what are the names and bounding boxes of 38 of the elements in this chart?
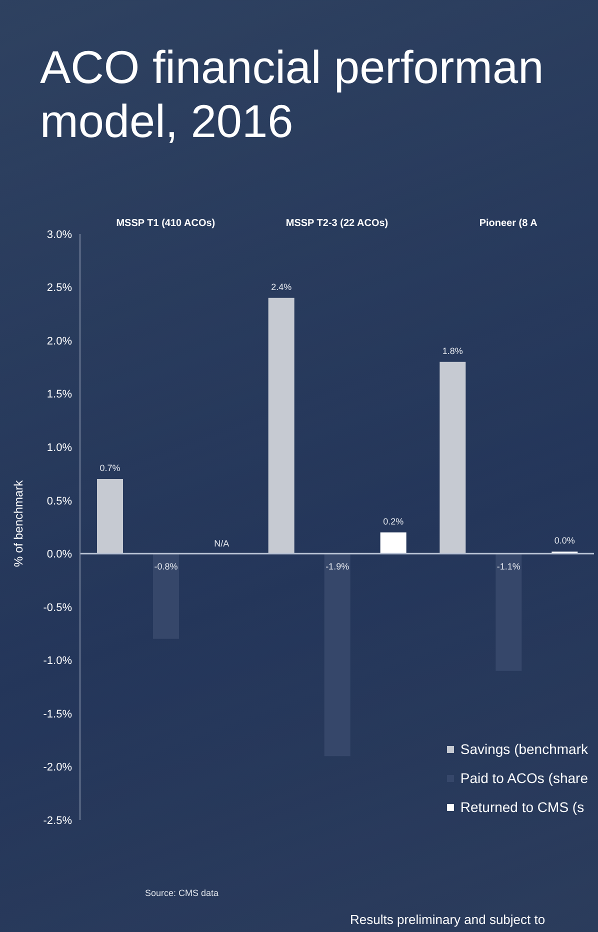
y-tick-label: 2.5% (46, 282, 72, 294)
data-label: 0.0% (554, 536, 575, 546)
x-tick-label: Pioneer (8 A (479, 218, 538, 229)
data-label: 1.8% (442, 346, 463, 356)
y-tick-label: 0.0% (46, 548, 72, 561)
data-label: 2.4% (271, 282, 292, 292)
y-tick-label: -0.5% (43, 602, 72, 614)
y-tick-label: 1.0% (46, 442, 72, 454)
text: N/A (214, 538, 230, 549)
x-tick-label: MSSP T1 (410 ACOs) (116, 218, 216, 229)
bar (268, 298, 294, 554)
bar (324, 554, 350, 756)
bar (153, 554, 179, 639)
legend-label: Returned to CMS (s (460, 798, 584, 817)
legend-label: Savings (benchmark (460, 740, 588, 759)
y-tick-label: -1.5% (43, 708, 72, 720)
data-label: 0.2% (383, 516, 404, 526)
data-label: 0.7% (100, 463, 120, 474)
y-tick-label: -2.0% (43, 762, 72, 774)
legend-label: Paid to ACOs (share (460, 769, 588, 788)
y-tick-label: -1.0% (43, 655, 72, 668)
y-tick-label: -2.5% (43, 814, 72, 827)
y-axis-title: % of benchmark (11, 479, 26, 567)
y-tick-label: 0.5% (46, 495, 72, 508)
bar (496, 554, 522, 671)
bar (440, 362, 466, 554)
bar (380, 532, 406, 554)
text: Results preliminary and subject to (350, 912, 546, 927)
data-label: -1.9% (326, 562, 350, 572)
source-note: Source: CMS data (145, 888, 219, 898)
y-tick-label: 2.0% (46, 335, 72, 348)
data-label: -1.1% (496, 562, 520, 572)
bar (97, 479, 123, 554)
data-label: -0.8% (154, 562, 178, 572)
x-tick-label: MSSP T2-3 (22 ACOs) (286, 218, 388, 229)
y-tick-label: 1.5% (46, 388, 72, 401)
chart-title: ACO financial performan model, 2016 (40, 40, 544, 148)
y-tick-label: 3.0% (46, 228, 72, 241)
